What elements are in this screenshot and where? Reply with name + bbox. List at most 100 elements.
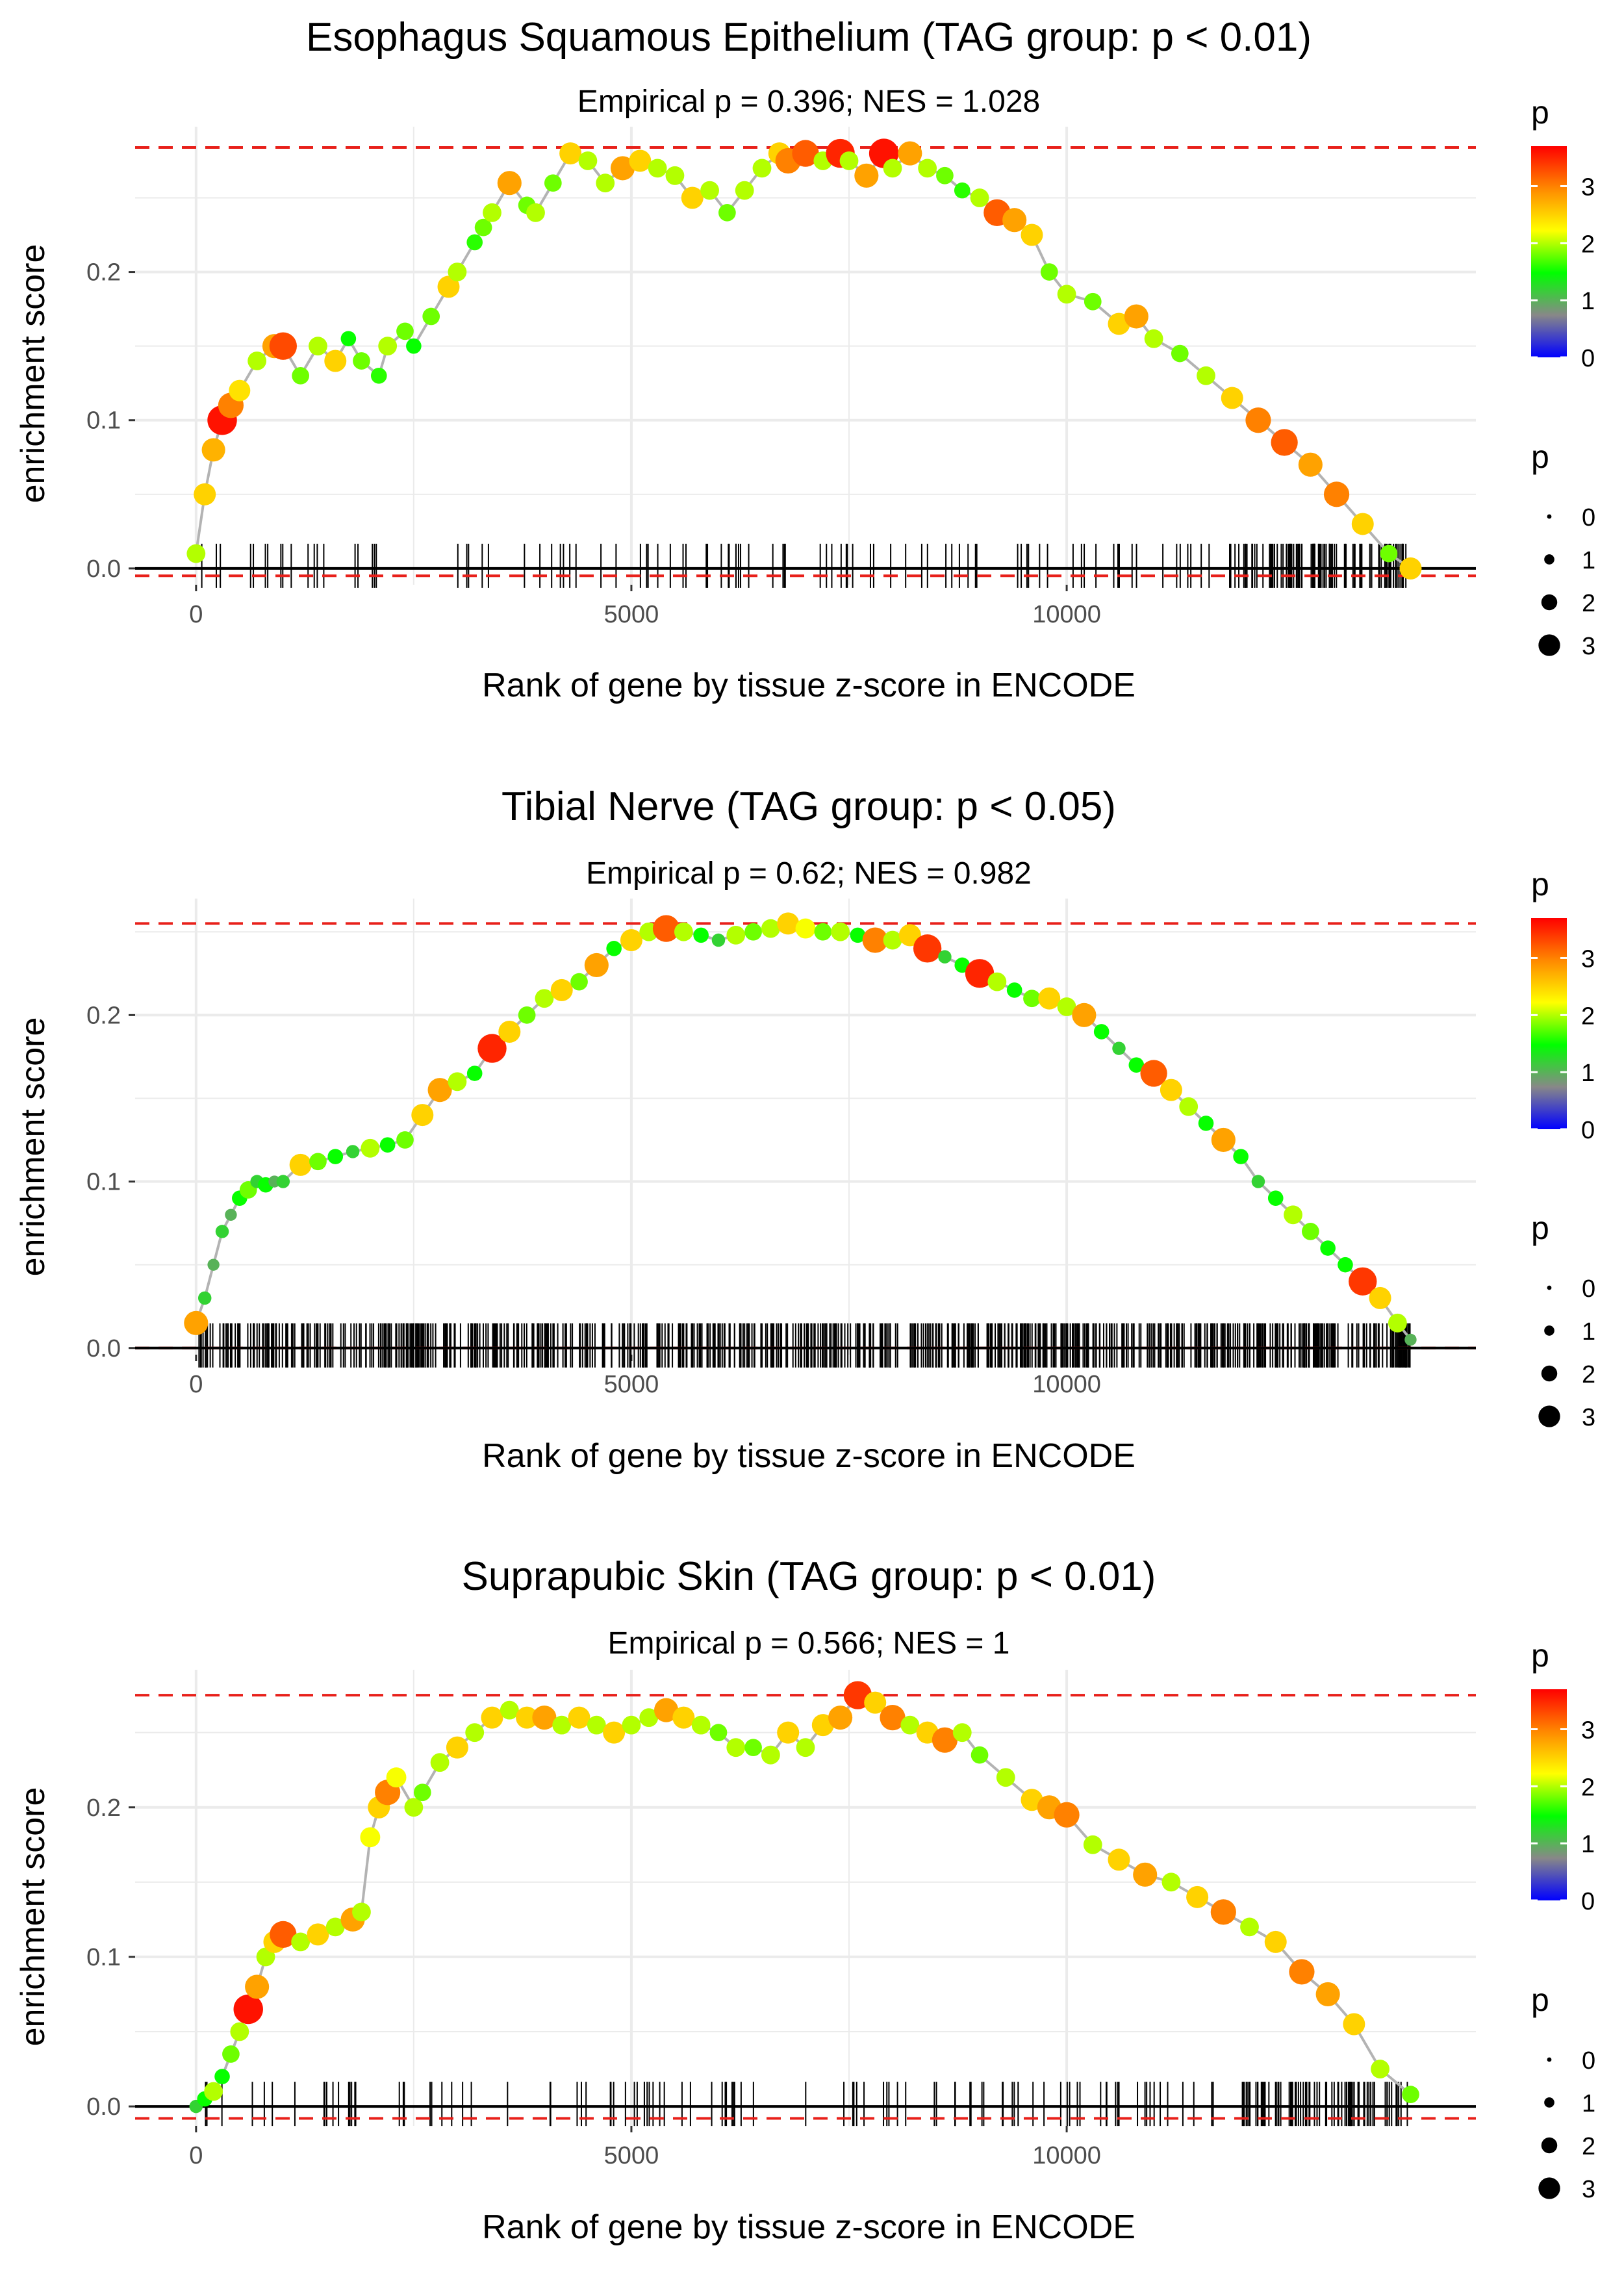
data-point [1112,1041,1126,1055]
colorbar-rect [1531,1689,1567,1900]
data-point [1289,1959,1315,1985]
y-axis-label: enrichment score [14,1017,52,1277]
x-tick-label: 10000 [1032,1371,1101,1398]
data-point [411,1104,434,1127]
data-point [437,275,460,298]
data-point [1404,1333,1417,1346]
data-point [207,1258,220,1271]
data-point [653,1698,679,1722]
data-point [936,166,954,185]
data-point [229,379,251,402]
colorbar-rect [1531,146,1567,357]
data-point [938,950,952,964]
data-point [1054,1802,1080,1828]
size-key-label: 3 [1582,2176,1595,2203]
colorbar-tick-label: 0 [1581,1117,1595,1144]
data-point [726,1738,746,1757]
data-point [971,1746,989,1764]
data-point [1338,1257,1353,1273]
size-keys: 0 1 2 3 [1538,1275,1595,1431]
colorbar-tick-label: 2 [1581,1003,1595,1030]
data-point [954,182,971,199]
data-point [1271,429,1298,456]
size-key-dot [1541,1365,1558,1382]
colorbar-tick-label: 1 [1581,1060,1595,1087]
data-point [610,156,635,181]
data-point [481,1706,503,1729]
data-point [648,159,667,178]
data-point [587,1715,606,1735]
data-point [430,1753,450,1772]
data-point [1380,544,1398,563]
data-point [898,924,921,947]
data-point [1320,1240,1336,1256]
data-point [900,1715,920,1735]
data-point [1388,1313,1407,1333]
plot-area: 0 5000 10000 0.0 0.1 0.2 [86,1670,1476,2169]
y-tick-label: 0.0 [86,1335,121,1362]
data-point [620,929,642,952]
gene-rug [198,1323,1411,1368]
size-legend: p 0 1 2 3 [1531,439,1595,660]
legend-color-title: p [1531,866,1549,902]
data-point [1057,997,1076,1016]
size-key-label: 0 [1582,1275,1595,1303]
data-point [289,1153,312,1176]
data-point [1186,1885,1209,1908]
colorbar-tick-label: 2 [1581,1774,1595,1801]
data-point [864,1691,887,1714]
data-point [1351,513,1374,535]
data-point [396,1131,414,1149]
y-axis-label: enrichment score [14,1787,52,2047]
data-point [1210,1899,1236,1925]
chart-subtitle: Empirical p = 0.396; NES = 1.028 [577,84,1040,119]
y-tick-label: 0.1 [86,1169,121,1196]
data-point [795,918,816,939]
size-legend: p 0 1 2 3 [1531,1982,1595,2203]
data-point [559,142,582,165]
size-key-dot [1547,514,1552,519]
data-point [532,1706,557,1730]
legend-color-title: p [1531,94,1549,131]
size-key-label: 2 [1582,590,1595,617]
data-point [777,912,800,935]
size-key-dot [1541,594,1558,611]
gene-rug [205,2082,1408,2127]
colorbar-tick-label: 2 [1581,231,1595,258]
data-point [606,941,622,956]
data-point [987,972,1007,991]
size-key-label: 1 [1582,547,1595,574]
data-point [1349,1267,1377,1296]
data-point [898,141,922,166]
data-point [1108,1848,1130,1871]
data-point [292,366,310,385]
data-point [346,1145,360,1158]
panel-esophagus: Esophagus Squamous Epithelium (TAG group… [14,15,1595,704]
data-points [184,912,1417,1346]
x-axis-label: Rank of gene by tissue z-score in ENCODE [482,1437,1136,1475]
data-point [1160,1079,1182,1101]
data-point [214,2069,230,2084]
data-point [1128,1057,1145,1073]
data-point [498,1020,521,1043]
data-point [1133,1862,1158,1887]
data-point [674,922,693,941]
data-point [230,2022,249,2041]
panel-tibial-nerve: Tibial Nerve (TAG group: p < 0.05) Empir… [14,784,1595,1475]
data-points [189,1681,1419,2114]
colorbar-tick-label: 0 [1581,345,1595,372]
data-point [483,203,501,222]
data-point [568,1706,590,1729]
plot-area: 0 5000 10000 0.0 0.1 0.2 [86,127,1476,628]
data-point [1197,366,1215,385]
color-legend: p 0 1 2 3 [1531,1637,1595,1915]
data-point [1002,208,1027,233]
data-point [324,350,347,372]
data-point [370,367,387,384]
data-point [1298,452,1323,477]
data-point [378,337,398,356]
data-point [761,1745,780,1765]
x-tick-label: 10000 [1032,2142,1101,2169]
data-point [500,1700,519,1720]
data-point [796,1738,815,1757]
